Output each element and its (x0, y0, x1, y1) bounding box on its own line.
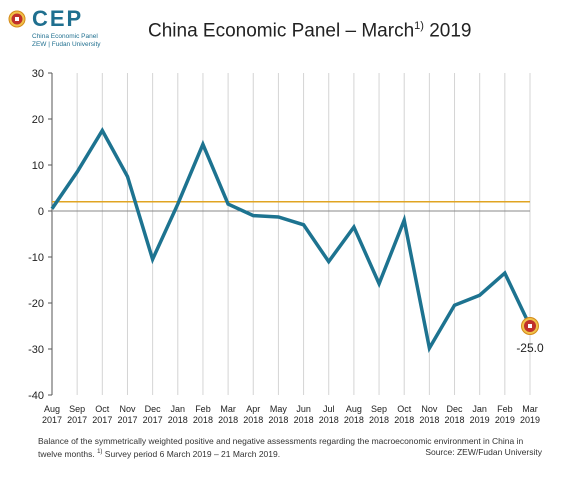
chart-title-year: 2019 (429, 20, 472, 42)
x-tick-label-year-15: 2018 (419, 415, 439, 425)
x-tick-label-year-13: 2018 (369, 415, 389, 425)
x-tick-label-month-18: Feb (497, 404, 513, 414)
last-point-label: -25.0 (516, 341, 544, 355)
x-tick-label-month-9: May (270, 404, 288, 414)
footnote-mark: 1) (97, 449, 103, 455)
chart-title: China Economic Panel – March1) 2019 (148, 20, 471, 42)
chart-title-main: China Economic Panel – March (148, 20, 415, 42)
x-tick-label-month-4: Dec (145, 404, 162, 414)
x-tick-label-month-14: Oct (397, 404, 412, 414)
x-tick-label-month-1: Sep (69, 404, 85, 414)
logo-subtitle-2: ZEW | Fudan University (32, 41, 101, 48)
logo-name: CEP (32, 6, 84, 31)
x-tick-label-year-19: 2019 (520, 415, 540, 425)
x-tick-label-month-0: Aug (44, 404, 60, 414)
series-line (50, 126, 532, 353)
x-tick-label-year-0: 2017 (42, 415, 62, 425)
chart-title-footnote-mark: 1) (414, 20, 424, 32)
x-tick-label-year-16: 2018 (445, 415, 465, 425)
source-note: Source: ZEW/Fudan University (425, 447, 542, 457)
x-tick-label-year-8: 2018 (243, 415, 263, 425)
x-tick-label-year-3: 2017 (117, 415, 137, 425)
x-tick-label-month-12: Aug (346, 404, 362, 414)
x-tick-label-year-4: 2017 (143, 415, 163, 425)
x-tick-label-month-10: Jun (296, 404, 311, 414)
x-tick-label-year-5: 2018 (168, 415, 188, 425)
y-tick-label--20: -20 (28, 298, 44, 310)
x-tick-label-year-2: 2017 (92, 415, 112, 425)
cep-logo-icon (8, 10, 26, 28)
x-tick-label-month-15: Nov (421, 404, 438, 414)
y-tick-label-0: 0 (38, 206, 44, 218)
x-tick-label-month-6: Feb (195, 404, 211, 414)
x-tick-label-year-7: 2018 (218, 415, 238, 425)
logo-subtitle-1: China Economic Panel (32, 33, 98, 40)
x-tick-label-month-17: Jan (472, 404, 487, 414)
y-tick-label--40: -40 (28, 390, 44, 402)
x-tick-label-month-2: Oct (95, 404, 110, 414)
last-point-marker-center (528, 324, 532, 328)
x-tick-label-year-12: 2018 (344, 415, 364, 425)
y-tick-label-30: 30 (32, 68, 44, 80)
y-tick-label-20: 20 (32, 114, 44, 126)
x-tick-label-month-5: Jan (171, 404, 186, 414)
y-tick-label--10: -10 (28, 252, 44, 264)
footnote-line-1: Balance of the symmetrically weighted po… (38, 436, 524, 446)
x-tick-label-year-11: 2018 (319, 415, 339, 425)
x-tick-label-year-6: 2018 (193, 415, 213, 425)
x-tick-label-month-3: Nov (119, 404, 136, 414)
x-tick-label-year-17: 2019 (470, 415, 490, 425)
x-tick-label-year-1: 2017 (67, 415, 87, 425)
x-tick-label-year-18: 2019 (495, 415, 515, 425)
y-tick-label-10: 10 (32, 160, 44, 172)
line-chart: 3020100-10-20-30-40Aug2017Sep2017Oct2017… (28, 68, 544, 425)
x-tick-label-month-8: Apr (246, 404, 260, 414)
x-tick-label-month-7: Mar (220, 404, 236, 414)
x-tick-label-month-16: Dec (447, 404, 464, 414)
x-tick-label-month-19: Mar (522, 404, 538, 414)
cep-logo: CEP China Economic Panel ZEW | Fudan Uni… (8, 6, 118, 48)
x-tick-label-year-9: 2018 (268, 415, 288, 425)
footnote-text-b: Survey period 6 March 2019 – 21 March 20… (104, 448, 281, 459)
y-tick-label--30: -30 (28, 344, 44, 356)
x-tick-label-month-13: Sep (371, 404, 387, 414)
x-tick-label-month-11: Jul (323, 404, 335, 414)
chart-footnote: Balance of the symmetrically weighted po… (38, 436, 542, 460)
footnote-line-2: twelve months. 1) Survey period 6 March … (38, 447, 542, 460)
footnote-text-a: twelve months. (38, 448, 95, 459)
x-tick-label-year-10: 2018 (294, 415, 314, 425)
x-tick-label-year-14: 2018 (394, 415, 414, 425)
